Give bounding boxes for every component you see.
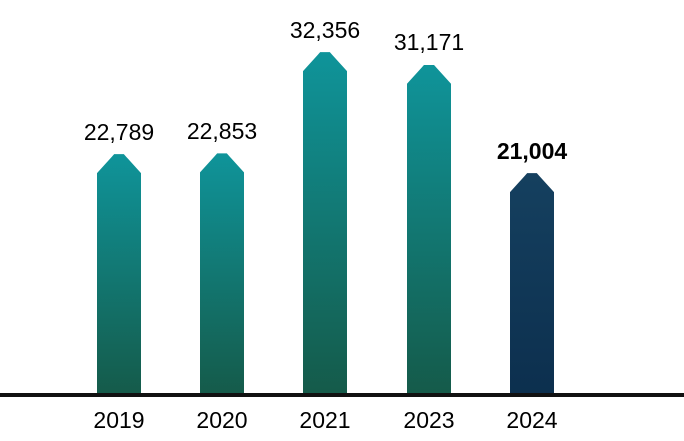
bar-group-2021: 32,356 [269, 17, 381, 397]
tick-label-2021: 2021 [299, 407, 351, 433]
bar-group-2023: 31,171 [373, 29, 485, 397]
value-label-2023: 31,171 [393, 29, 465, 56]
tick-label-2024: 2024 [506, 407, 558, 433]
value-label-2019: 22,789 [83, 118, 155, 145]
tick-label-2023: 2023 [403, 407, 455, 433]
value-label-2020: 22,853 [186, 117, 258, 144]
bar-2019 [97, 154, 141, 397]
value-label-2024-highlighted: 21,004 [496, 137, 568, 164]
bar-2020 [200, 153, 244, 397]
bar-group-2024: 21,004 [476, 138, 588, 397]
bar-group-2019: 22,789 [63, 119, 175, 397]
tick-label-2020: 2020 [196, 407, 248, 433]
x-axis-line [0, 393, 684, 397]
tick-label-2019: 2019 [93, 407, 145, 433]
value-label-2021: 32,356 [289, 16, 361, 43]
bar-2021 [303, 52, 347, 397]
bar-2024-highlighted [510, 173, 554, 397]
bar-2023 [407, 64, 451, 397]
bar-group-2020: 22,853 [166, 118, 278, 397]
